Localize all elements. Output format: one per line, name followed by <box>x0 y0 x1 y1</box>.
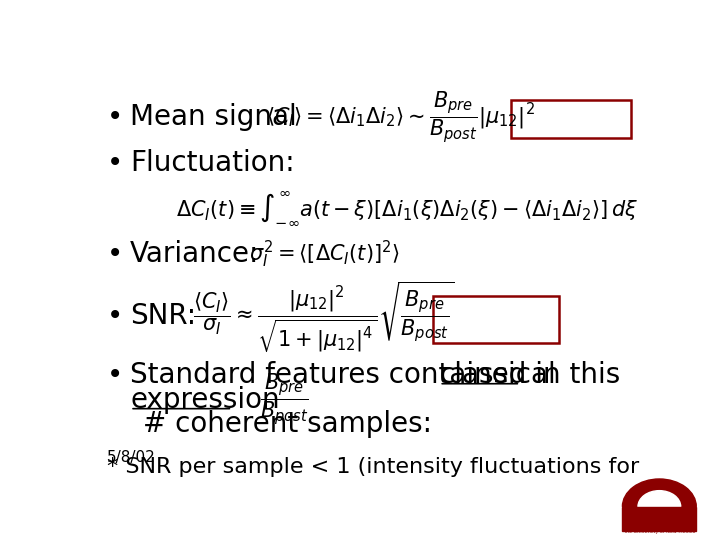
Text: •: • <box>107 148 123 177</box>
Text: expression: expression <box>130 386 280 414</box>
Text: classical: classical <box>439 361 556 389</box>
Text: Mean signal: Mean signal <box>130 103 297 131</box>
Text: * SNR per sample < 1 (intensity fluctuations for: * SNR per sample < 1 (intensity fluctuat… <box>107 457 639 477</box>
Bar <box>622 507 696 531</box>
Text: $\dfrac{B_{pre}}{B_{post}}$: $\dfrac{B_{pre}}{B_{post}}$ <box>260 372 309 427</box>
Text: •: • <box>107 240 123 268</box>
Bar <box>511 100 631 138</box>
Text: # coherent samples:: # coherent samples: <box>143 410 432 438</box>
Text: $\langle C_I \rangle = \langle \Delta i_1 \Delta i_2 \rangle \sim \dfrac{B_{pre}: $\langle C_I \rangle = \langle \Delta i_… <box>266 89 535 145</box>
Text: Standard features contained in this: Standard features contained in this <box>130 361 629 389</box>
Text: 5/8/02: 5/8/02 <box>107 450 156 465</box>
Text: $\Delta C_I(t) \equiv \int_{-\infty}^{\infty} a(t-\xi)[\Delta i_1(\xi)\Delta i_2: $\Delta C_I(t) \equiv \int_{-\infty}^{\i… <box>176 190 639 227</box>
Text: SNR:: SNR: <box>130 302 197 330</box>
Text: •: • <box>107 302 123 330</box>
Text: $\dfrac{\langle C_I \rangle}{\sigma_I} \approx \dfrac{|\mu_{12}|^2}{\sqrt{1+|\mu: $\dfrac{\langle C_I \rangle}{\sigma_I} \… <box>193 279 454 354</box>
Wedge shape <box>638 491 680 507</box>
Text: Fluctuation:: Fluctuation: <box>130 148 294 177</box>
Bar <box>433 295 559 343</box>
Wedge shape <box>622 479 696 507</box>
Text: •: • <box>107 103 123 131</box>
Text: Variance:: Variance: <box>130 240 259 268</box>
Text: $\sigma_I^2 = \langle [\Delta C_I(t)]^2 \rangle$: $\sigma_I^2 = \langle [\Delta C_I(t)]^2 … <box>249 238 400 269</box>
Text: The University of New Mexico: The University of New Mexico <box>623 529 696 535</box>
Text: •: • <box>107 361 123 389</box>
